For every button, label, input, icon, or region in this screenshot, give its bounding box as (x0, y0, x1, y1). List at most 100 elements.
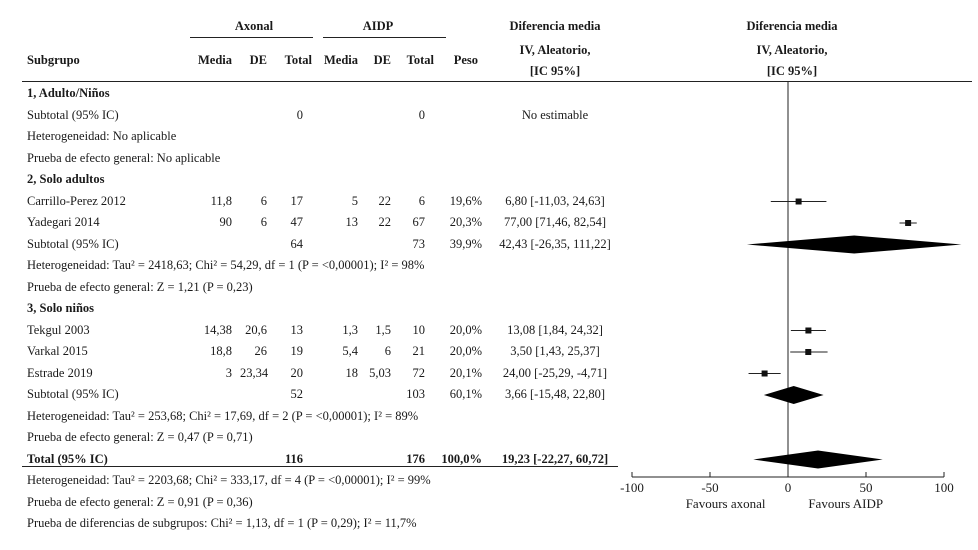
cell-effect: 19,23 [-22,27, 60,72] (501, 451, 609, 466)
favours-right-label: Favours AIDP (808, 496, 883, 511)
cell-total2: 0 (418, 107, 425, 122)
plot-header-3: [IC 95%] (766, 64, 818, 78)
x-tick-label: -50 (701, 480, 718, 495)
cell-effect: 77,00 [71,46, 82,54] (503, 215, 607, 229)
cell-weight: 20,0% (449, 322, 482, 337)
cell-sd1: 20,6 (245, 322, 267, 337)
cell-total1: 19 (290, 344, 304, 358)
cell-total2: 21 (412, 344, 426, 358)
effect-header-1: Diferencia media (509, 19, 601, 33)
row-label: Heterogeneidad: Tau² = 2203,68; Chi² = 3… (27, 473, 431, 487)
sd1-header: DE (249, 53, 267, 67)
x-tick-label: 100 (934, 480, 954, 495)
favours-left-label: Favours axonal (686, 496, 766, 511)
cell-total1: 13 (290, 322, 304, 337)
row-label: 1, Adulto/Niños (27, 86, 110, 100)
cell-sd2: 5,03 (369, 365, 391, 380)
summary-diamond (746, 235, 962, 254)
study-point (805, 327, 812, 334)
subgroup-header: Subgrupo (27, 53, 80, 67)
cell-weight: 20,1% (449, 365, 482, 380)
mean1-header: Media (197, 53, 232, 67)
cell-mean2: 1,3 (342, 322, 358, 337)
cell-sd1: 6 (260, 215, 267, 229)
group1-rule (190, 37, 313, 38)
cell-effect: 13,08 [1,84, 24,32] (507, 322, 603, 337)
row-label: Subtotal (95% IC) (27, 236, 119, 251)
cell-total1: 47 (290, 215, 304, 229)
study-point (905, 220, 912, 226)
cell-mean2: 5,4 (342, 344, 358, 358)
cell-total1: 17 (290, 193, 304, 208)
cell-sd2: 22 (378, 193, 392, 208)
total-rule (22, 466, 618, 467)
row-label: Prueba de efecto general: No aplicable (27, 150, 221, 165)
cell-effect: 3,66 [-15,48, 22,80] (505, 387, 605, 401)
cell-effect: 24,00 [-25,29, -4,71] (502, 365, 608, 380)
cell-total2: 103 (406, 387, 425, 401)
cell-mean1: 18,8 (210, 344, 232, 358)
cell-weight: 19,6% (449, 193, 482, 208)
total1-header: Total (284, 53, 312, 67)
effect-header-2: IV, Aleatorio, (519, 43, 591, 57)
cell-weight: 100,0% (441, 451, 482, 466)
cell-sd1: 6 (260, 193, 267, 208)
summary-diamond (753, 450, 883, 469)
row-label: Prueba de diferencias de subgrupos: Chi²… (27, 516, 417, 530)
cell-sd1: 23,34 (240, 365, 269, 380)
cell-effect: 42,43 [-26,35, 111,22] (499, 236, 611, 251)
header-rule (22, 81, 972, 82)
cell-weight: 20,3% (449, 215, 482, 229)
row-label: Subtotal (95% IC) (27, 107, 119, 122)
cell-mean1: 90 (219, 215, 233, 229)
total2-header: Total (406, 53, 434, 67)
plot-header-2: IV, Aleatorio, (756, 43, 828, 57)
weight-header: Peso (453, 53, 478, 67)
cell-total2: 10 (412, 322, 426, 337)
cell-effect: No estimable (521, 107, 589, 122)
cell-total1: 20 (290, 365, 304, 380)
cell-total1: 0 (296, 107, 303, 122)
plot-header-1: Diferencia media (746, 19, 838, 33)
cell-total1: 64 (290, 236, 304, 251)
row-label: Tekgul 2003 (27, 322, 90, 337)
cell-mean1: 3 (225, 365, 232, 380)
cell-weight: 39,9% (449, 236, 482, 251)
group2-rule (323, 37, 446, 38)
cell-total1: 52 (290, 387, 304, 401)
row-label: Prueba de efecto general: Z = 0,91 (P = … (27, 494, 253, 509)
row-label: Subtotal (95% IC) (27, 387, 119, 401)
row-label: Heterogeneidad: Tau² = 2418,63; Chi² = 5… (27, 258, 425, 272)
cell-mean1: 14,38 (203, 322, 232, 337)
cell-total2: 72 (412, 365, 426, 380)
summary-diamond (763, 386, 824, 404)
cell-mean2: 18 (345, 365, 359, 380)
cell-weight: 20,0% (449, 344, 482, 358)
cell-sd2: 6 (384, 344, 391, 358)
cell-total1: 116 (284, 451, 303, 466)
cell-mean2: 13 (345, 215, 359, 229)
x-tick-label: 50 (860, 480, 873, 495)
mean2-header: Media (323, 53, 358, 67)
study-point (795, 198, 802, 205)
group2-header: AIDP (362, 19, 394, 33)
cell-sd2: 1,5 (375, 322, 391, 337)
x-tick-label: -100 (620, 480, 644, 495)
cell-total2: 176 (406, 451, 425, 466)
row-label: Varkal 2015 (27, 344, 88, 358)
row-label: Prueba de efecto general: Z = 0,47 (P = … (27, 430, 253, 444)
cell-total2: 67 (412, 215, 426, 229)
study-point (761, 370, 768, 377)
cell-effect: 3,50 [1,43, 25,37] (510, 344, 600, 358)
x-tick-label: 0 (785, 480, 792, 495)
row-label: Total (95% IC) (27, 451, 108, 466)
cell-mean1: 11,8 (210, 193, 232, 208)
sd2-header: DE (373, 53, 391, 67)
row-label: 3, Solo niños (27, 301, 95, 315)
cell-mean2: 5 (351, 193, 358, 208)
cell-effect: 6,80 [-11,03, 24,63] (505, 193, 605, 208)
effect-header-3: [IC 95%] (529, 64, 581, 78)
cell-total2: 73 (412, 236, 426, 251)
cell-sd2: 22 (378, 215, 392, 229)
